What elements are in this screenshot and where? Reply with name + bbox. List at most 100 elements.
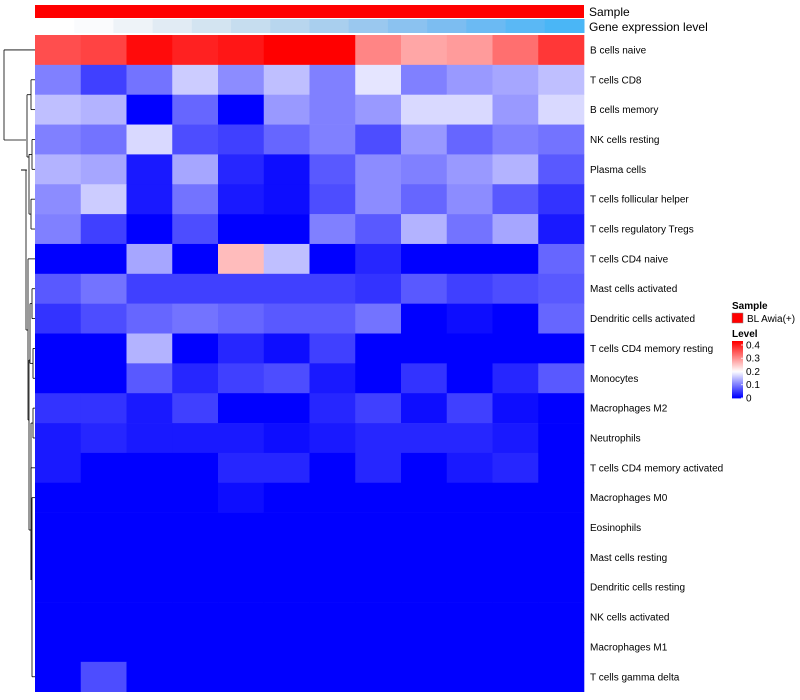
gene-expression-cell [152,19,193,33]
heatmap-cell [80,35,127,66]
heatmap-cell [263,363,310,394]
legend-gradient-step [732,360,743,363]
legend-gradient-step [732,356,743,358]
heatmap-cell [492,452,539,484]
heatmap-cell [218,602,265,633]
heatmap-cell [401,154,448,185]
heatmap-cell [401,632,448,663]
legend-gradient-step [732,368,743,370]
heatmap-cell [35,64,82,95]
gene-expression-cell [544,19,585,33]
heatmap-cell [263,124,310,155]
heatmap-cell [35,572,82,603]
gene-expression-cell [74,19,114,33]
gene-expression-cell [309,19,350,33]
heatmap-cell [538,303,585,334]
legend-gradient-step [732,375,743,377]
heatmap-cell [401,572,448,603]
legend-gradient-step [732,344,743,347]
row-label: T cells CD4 memory activated [590,463,723,474]
heatmap-cell [355,512,402,543]
row-label: T cells regulatory Tregs [590,225,694,236]
heatmap-cell [355,214,402,245]
heatmap-cell [126,572,173,603]
heatmap-cell [172,512,219,543]
heatmap-cell [401,452,448,484]
heatmap-cell [263,393,310,424]
heatmap-cell [35,542,82,573]
heatmap-cell [401,214,448,245]
heatmap-cell [401,393,448,424]
legend-gradient-step [732,343,743,346]
legend-gradient-step [732,341,743,343]
heatmap-cell [446,243,493,275]
legend-gradient-step [732,380,743,383]
heatmap-cell [80,393,127,424]
heatmap-cell [126,94,173,125]
heatmap-cell [172,423,219,454]
gene-expression-cell [191,19,232,33]
heatmap-cell [172,124,219,155]
heatmap-cell [35,35,82,66]
heatmap-cell [355,243,402,275]
heatmap-cell [309,393,356,424]
legend-gradient-step [732,390,743,392]
heatmap-cell [80,482,127,513]
heatmap-cell [80,333,127,364]
heatmap-cell [263,572,310,603]
heatmap-cell [355,303,402,334]
heatmap-cell [126,35,173,66]
heatmap-cell [355,154,402,185]
heatmap-cell [401,512,448,543]
heatmap-cell [172,602,219,633]
heatmap-cell [35,154,82,185]
heatmap-cell [172,452,219,484]
legend-gradient-step [732,393,743,395]
legend: Sample BL Awia(+) Level 0.4 0.3 0.2 0.1 0 [731,301,795,405]
heatmap-cell [538,363,585,394]
legend-color-gradient [732,341,743,399]
legend-gradient-step [732,392,743,394]
heatmap-cell [538,243,585,275]
heatmap-cell [80,303,127,334]
heatmap-cell [538,94,585,125]
gene-expression-cell [427,19,467,33]
heatmap-cell [446,363,493,394]
gene-expression-cell [387,19,428,33]
legend-gradient-step [732,383,743,386]
heatmap-cell [446,661,493,692]
heatmap-cell [355,273,402,304]
legend-gradient-step [732,361,743,364]
heatmap-cell [538,35,585,66]
gene-expression-cell [348,19,389,33]
heatmap-cell [263,482,310,513]
gene-expression-cell [466,19,507,33]
heatmap-cell [538,512,585,543]
heatmap-cell [401,482,448,513]
legend-gradient-step [732,387,743,389]
heatmap-cell [263,542,310,573]
heatmap-cell [309,512,356,543]
heatmap-cell [35,512,82,543]
heatmap-cell [492,512,539,543]
heatmap-cell [263,214,310,245]
legend-gradient-step [732,370,743,372]
heatmap-cell [446,214,493,245]
heatmap-cell [401,661,448,692]
heatmap-cell [355,482,402,513]
heatmap-cell [80,154,127,185]
heatmap-cell [401,184,448,215]
heatmap-cell [446,393,493,424]
heatmap-cell [309,124,356,155]
row-label: Mast cells activated [590,284,677,295]
heatmap-cell [126,542,173,573]
legend-ticks: 0.4 0.3 0.2 0.1 0 [741,340,760,405]
legend-sample-title: Sample [732,301,768,312]
heatmap-cell [172,273,219,304]
legend-gradient-step [732,367,743,369]
heatmap-cell [35,632,82,663]
heatmap-cell [401,333,448,364]
legend-gradient-step [732,382,743,385]
heatmap-cell [309,154,356,185]
